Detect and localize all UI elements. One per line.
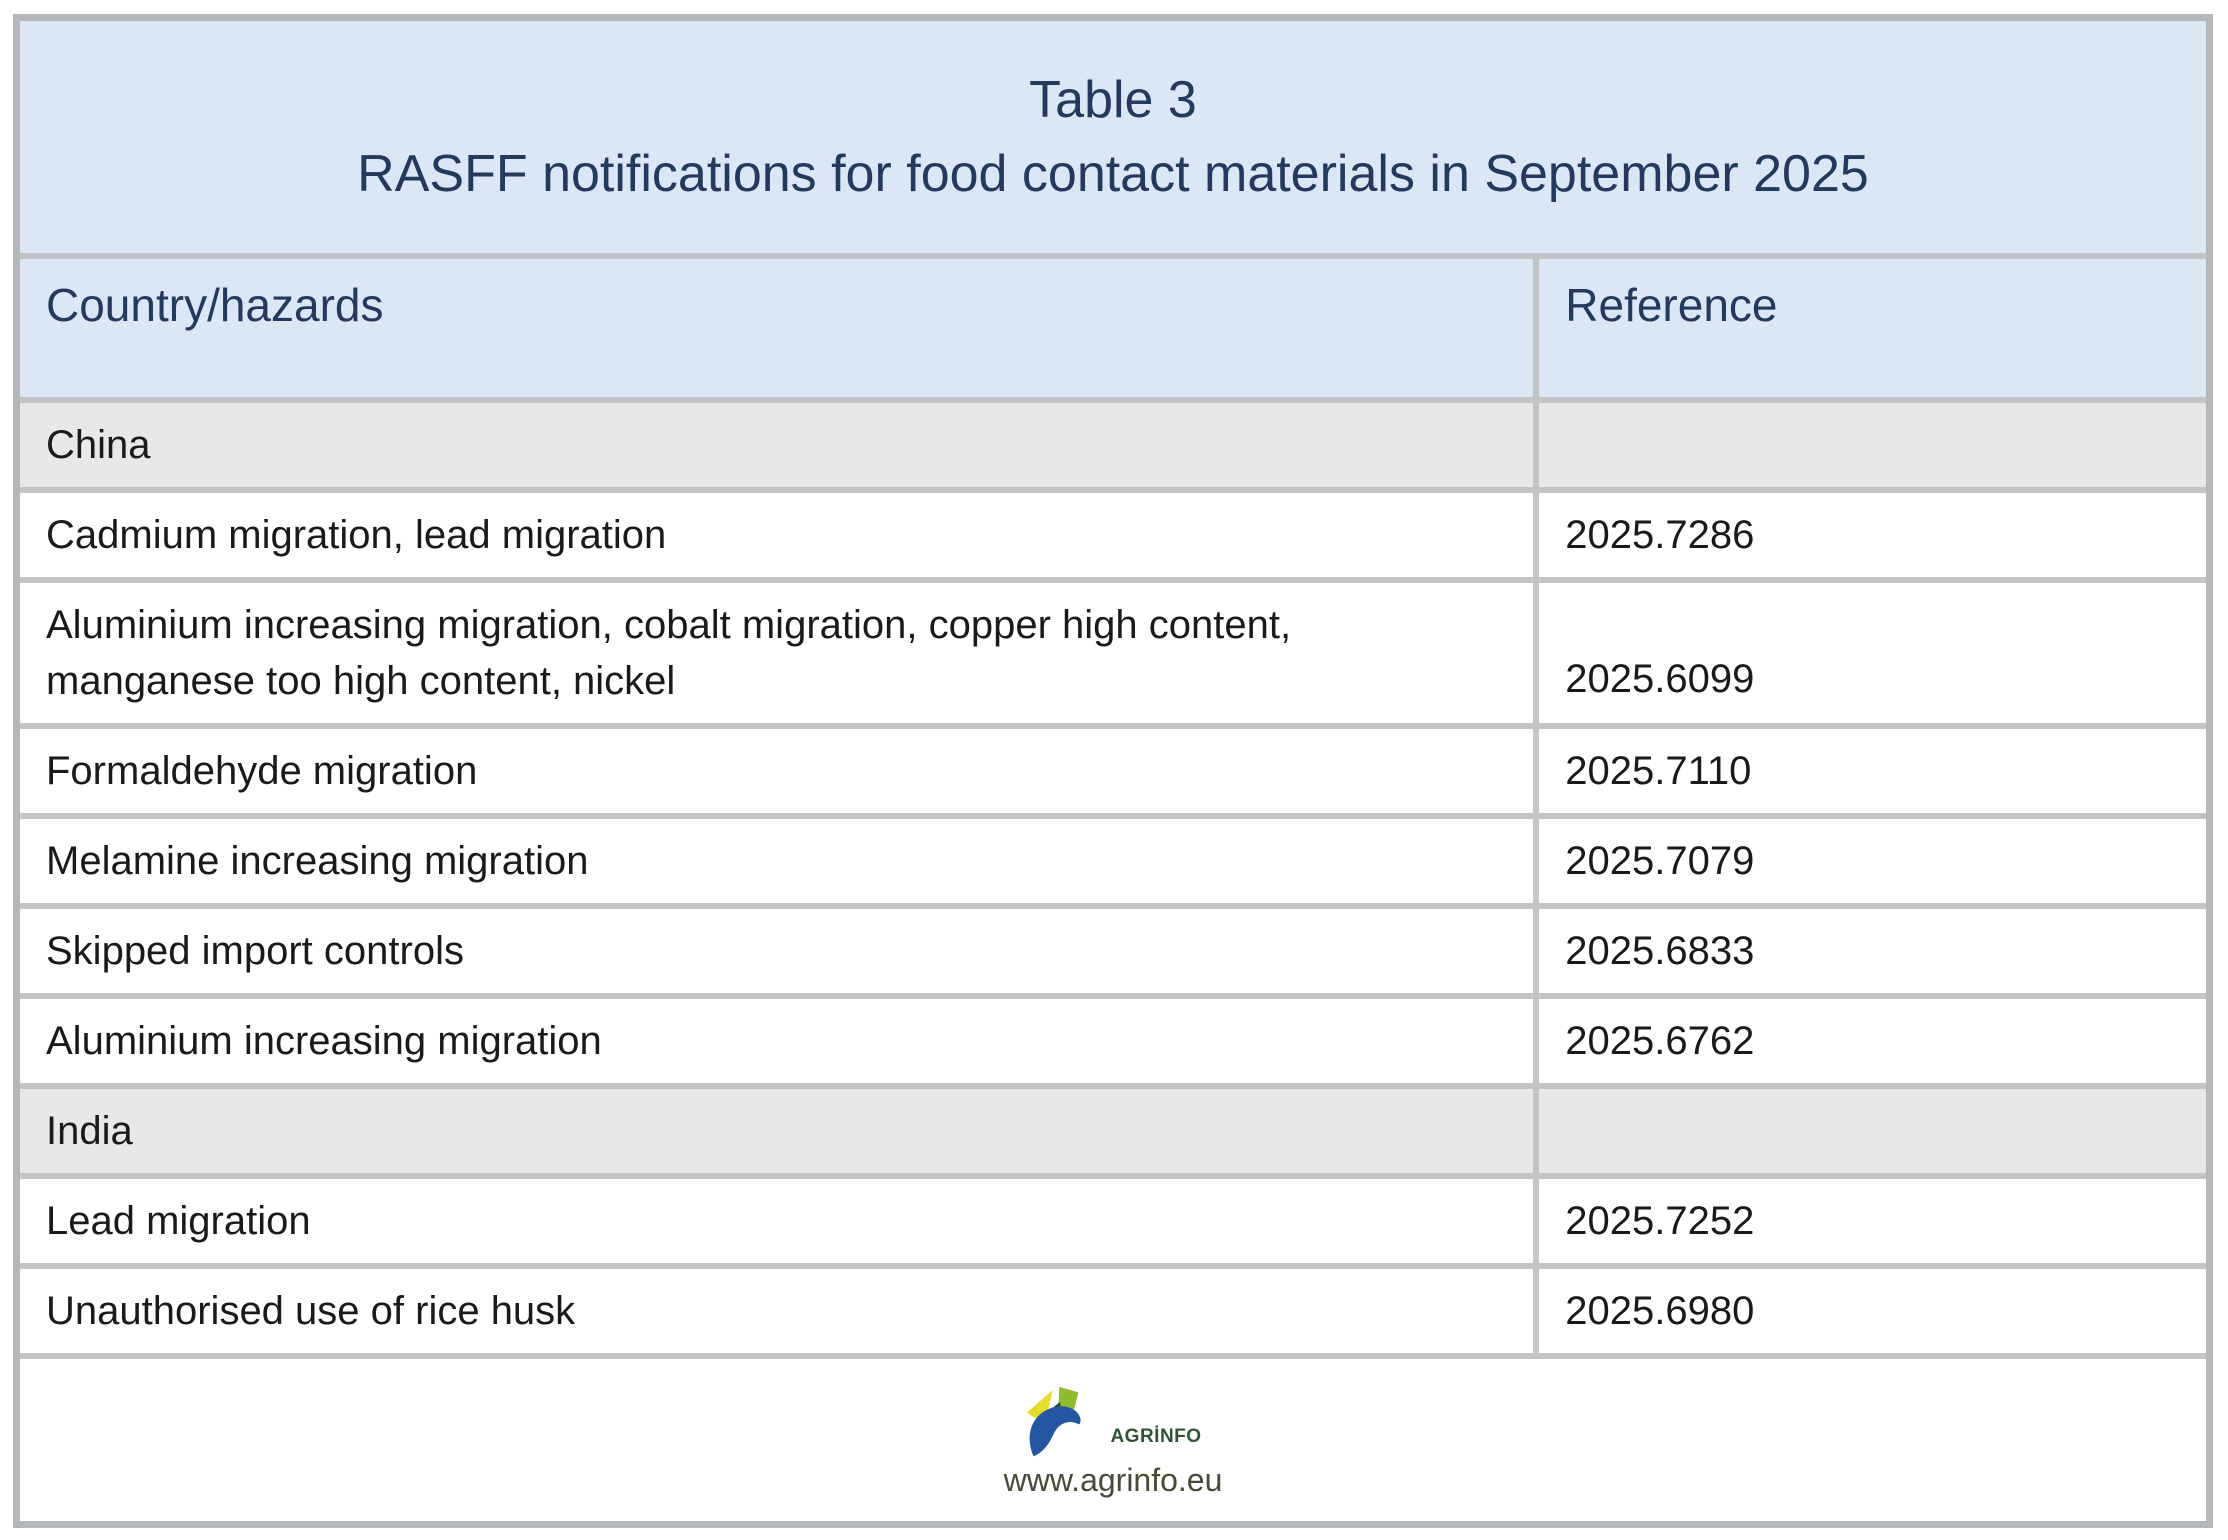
table-header-row: Country/hazards Reference bbox=[20, 259, 2206, 404]
table-footer: AGRİNFO www.agrinfo.eu bbox=[20, 1359, 2206, 1521]
hazard-cell: Aluminium increasing migration bbox=[20, 999, 1540, 1084]
reference-cell: 2025.6980 bbox=[1565, 1289, 1755, 1334]
hazard-cell: Skipped import controls bbox=[20, 909, 1540, 994]
table-row: Aluminium increasing migration 2025.6762 bbox=[20, 999, 2206, 1090]
reference-cell: 2025.6762 bbox=[1565, 1019, 1755, 1064]
table-row: Lead migration 2025.7252 bbox=[20, 1179, 2206, 1270]
column-header-country-hazards: Country/hazards bbox=[20, 259, 1540, 398]
table-row: Cadmium migration, lead migration 2025.7… bbox=[20, 493, 2206, 584]
table-subtitle: RASFF notifications for food contact mat… bbox=[357, 145, 1869, 203]
reference-cell: 2025.7110 bbox=[1565, 749, 1752, 794]
table-row: Formaldehyde migration 2025.7110 bbox=[20, 729, 2206, 820]
rasff-table: Table 3 RASFF notifications for food con… bbox=[13, 14, 2213, 1528]
agrinfo-wordmark: AGRİNFO bbox=[1110, 1425, 1202, 1447]
table-row: China bbox=[20, 403, 2206, 494]
hazard-cell: Lead migration bbox=[20, 1179, 1540, 1264]
reference-cell: 2025.6833 bbox=[1565, 929, 1755, 974]
hazard-cell: Aluminium increasing migration, cobalt m… bbox=[20, 583, 1540, 724]
table-row: Skipped import controls 2025.6833 bbox=[20, 909, 2206, 1000]
reference-cell: 2025.7252 bbox=[1565, 1199, 1755, 1244]
hazard-cell: Unauthorised use of rice husk bbox=[20, 1269, 1540, 1354]
table-row: India bbox=[20, 1089, 2206, 1180]
agrinfo-bird-icon bbox=[1027, 1386, 1082, 1457]
hazard-cell: China bbox=[20, 403, 1540, 488]
table-row: Melamine increasing migration 2025.7079 bbox=[20, 819, 2206, 910]
table-row: Aluminium increasing migration, cobalt m… bbox=[20, 583, 2206, 730]
reference-cell: 2025.7079 bbox=[1565, 839, 1755, 884]
hazard-cell: Melamine increasing migration bbox=[20, 819, 1540, 904]
agrinfo-logo: AGRİNFO bbox=[1024, 1382, 1201, 1458]
table-number-title: Table 3 bbox=[1029, 71, 1197, 129]
reference-cell bbox=[1539, 403, 2206, 488]
reference-cell bbox=[1539, 1089, 2206, 1174]
reference-cell: 2025.7286 bbox=[1565, 513, 1755, 558]
column-header-reference: Reference bbox=[1539, 259, 2206, 398]
hazard-cell: Formaldehyde migration bbox=[20, 729, 1540, 814]
hazard-cell: Cadmium migration, lead migration bbox=[20, 493, 1540, 578]
table-title-block: Table 3 RASFF notifications for food con… bbox=[20, 21, 2206, 259]
agrinfo-url: www.agrinfo.eu bbox=[1003, 1461, 1223, 1498]
table-row: Unauthorised use of rice husk 2025.6980 bbox=[20, 1269, 2206, 1360]
hazard-cell: India bbox=[20, 1089, 1540, 1174]
reference-cell: 2025.6099 bbox=[1565, 657, 1755, 702]
